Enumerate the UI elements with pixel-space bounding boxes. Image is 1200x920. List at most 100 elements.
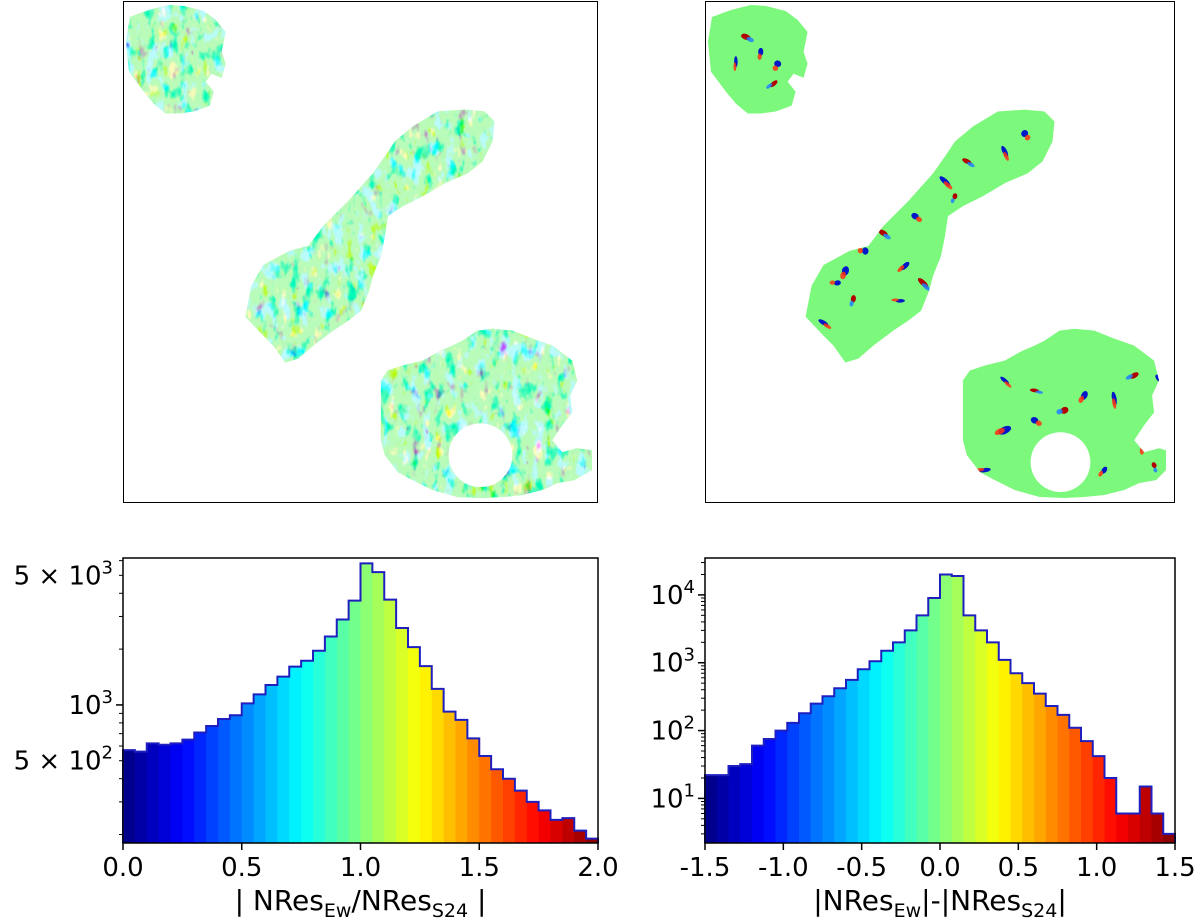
histogram-bar xyxy=(218,718,231,843)
histogram-bar xyxy=(123,750,136,843)
histogram-bar xyxy=(799,713,812,843)
histogram-bar xyxy=(538,810,552,843)
histogram-bar xyxy=(586,838,599,843)
histogram-bar xyxy=(1163,833,1176,843)
residual-spot xyxy=(1035,420,1042,426)
histogram-bar xyxy=(716,775,730,843)
histogram-bar xyxy=(1045,706,1059,843)
histogram-bar xyxy=(1034,693,1047,843)
histogram-bar xyxy=(987,642,1000,843)
residual-spot xyxy=(921,283,931,291)
residual-spot xyxy=(1003,151,1009,161)
x-tick-label: 1.0 xyxy=(1076,853,1117,883)
histogram-bar xyxy=(372,572,385,843)
histogram-bar xyxy=(810,703,824,843)
histogram-bar xyxy=(1010,673,1023,843)
residual-spot xyxy=(833,280,841,286)
residual-spot xyxy=(883,233,891,240)
residual-spot xyxy=(772,65,779,71)
histogram-bar xyxy=(1116,813,1129,843)
residual-spot xyxy=(774,60,782,68)
histogram-bar xyxy=(229,715,243,843)
histogram-bar xyxy=(158,744,172,843)
residual-spot xyxy=(943,181,953,190)
histogram-bar xyxy=(289,666,302,843)
histogram-bar xyxy=(869,661,882,843)
residual-spot xyxy=(857,247,863,254)
histogram-bar xyxy=(479,756,492,843)
residual-spot xyxy=(994,427,1005,436)
x-axis-label: | NResEw/NResS24 | xyxy=(235,884,487,920)
histogram-bar xyxy=(787,722,800,843)
histogram-bar xyxy=(881,650,894,843)
residual-spot xyxy=(840,271,846,280)
histogram-bar xyxy=(846,679,859,843)
histogram-bar xyxy=(514,790,528,843)
y-tick-label: 101 xyxy=(650,780,695,814)
histogram-bar xyxy=(467,738,480,843)
histogram-bar xyxy=(253,694,267,843)
residual-spot xyxy=(1151,462,1157,469)
histogram-bar xyxy=(455,719,468,843)
y-tick-label: 5 × 103 xyxy=(14,557,113,591)
ratio-map-panel xyxy=(123,1,598,503)
y-tick-label: 104 xyxy=(650,577,695,611)
x-tick-label: 2.0 xyxy=(577,853,618,883)
histogram-bar xyxy=(1057,714,1070,843)
residual-spot xyxy=(746,37,754,43)
histogram-bar xyxy=(916,615,929,843)
histogram-bar xyxy=(550,819,563,843)
difference-map xyxy=(707,4,1167,499)
y-tick-label: 102 xyxy=(650,713,695,747)
ratio-histogram: 0.0 0.5 1.0 1.5 2.0 5 × 102 103 5 × 103 | NResEw… xyxy=(14,557,619,920)
histogram-bar xyxy=(740,764,753,843)
histogram-bar xyxy=(396,627,409,843)
histogram-bar xyxy=(360,563,373,843)
x-tick-label: 0.0 xyxy=(919,853,960,883)
histogram-bar xyxy=(491,769,504,843)
histogram-bar xyxy=(763,739,777,843)
x-axis-label: |NResEw|-|NResS24| xyxy=(813,884,1067,920)
residual-spot xyxy=(1153,467,1158,473)
residual-spot xyxy=(1024,134,1031,141)
residual-spot xyxy=(916,216,923,223)
histogram-bar xyxy=(998,659,1012,843)
histogram-bar xyxy=(419,666,433,843)
residual-spot xyxy=(849,300,854,307)
x-tick-label: 0.0 xyxy=(102,853,143,883)
x-tick-label: 0.5 xyxy=(998,853,1039,883)
histogram-bar xyxy=(408,647,421,843)
x-tick-label: -0.5 xyxy=(836,853,887,883)
histogram-bar xyxy=(562,818,575,843)
histogram-bar xyxy=(1092,756,1106,843)
histogram-bar xyxy=(206,725,219,843)
x-tick-label: -1.0 xyxy=(758,853,809,883)
histogram-bar xyxy=(503,778,516,843)
histogram-bar xyxy=(431,688,445,843)
histogram-bar xyxy=(194,732,207,843)
residual-spot xyxy=(1098,470,1104,477)
histogram-bar xyxy=(336,619,350,843)
residual-spot xyxy=(1078,395,1085,403)
residual-spot xyxy=(823,323,832,329)
histogram-bar xyxy=(951,575,965,843)
residual-spot xyxy=(1004,381,1012,388)
histogram-bar xyxy=(1104,777,1117,843)
histogram-bar xyxy=(705,775,718,843)
histogram-bar xyxy=(1151,813,1164,843)
histogram-bar xyxy=(574,830,587,843)
histogram-bar xyxy=(348,600,362,843)
y-tick-label: 103 xyxy=(650,645,695,679)
histogram-bar xyxy=(182,739,195,843)
histogram-bar xyxy=(384,599,397,843)
histogram-bar xyxy=(277,676,290,843)
residual-spot xyxy=(1112,398,1117,409)
histogram-bar xyxy=(313,650,326,843)
x-tick-label: 0.5 xyxy=(221,853,262,883)
histogram-bar xyxy=(728,766,741,843)
x-tick-label: 1.5 xyxy=(1154,853,1195,883)
x-tick-label: 1.0 xyxy=(340,853,381,883)
ratio-map xyxy=(125,4,593,499)
residual-spot xyxy=(757,53,762,60)
